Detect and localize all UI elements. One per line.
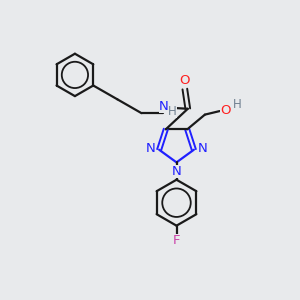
Text: H: H — [168, 105, 177, 118]
Text: O: O — [220, 104, 231, 117]
Text: O: O — [180, 74, 190, 87]
Text: N: N — [159, 100, 169, 113]
Text: N: N — [172, 165, 182, 178]
Text: H: H — [233, 98, 242, 111]
Text: N: N — [198, 142, 208, 155]
Text: F: F — [173, 235, 180, 248]
Text: N: N — [146, 142, 155, 155]
